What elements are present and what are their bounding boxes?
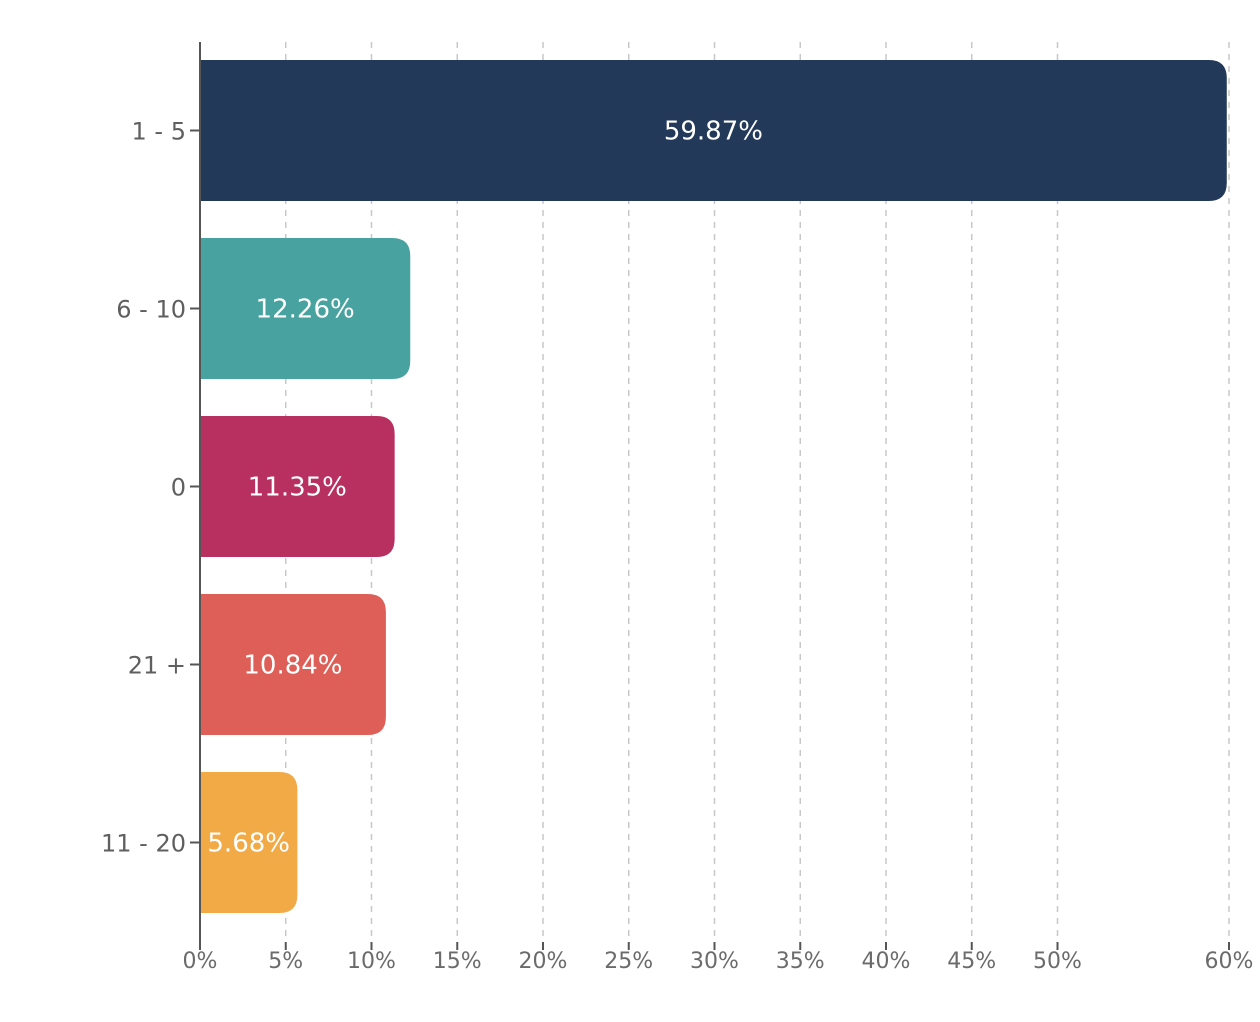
data-label-0: 59.87% <box>664 117 763 147</box>
data-label-2: 11.35% <box>248 473 347 503</box>
x-tick-label-35: 35% <box>776 949 825 974</box>
category-label-1: 6 - 10 <box>116 296 186 324</box>
data-label-4: 5.68% <box>207 829 290 859</box>
category-label-0: 1 - 5 <box>132 118 186 146</box>
x-tick-label-60: 60% <box>1205 949 1254 974</box>
x-tick-label-40: 40% <box>862 949 911 974</box>
category-label-2: 0 <box>171 474 186 502</box>
bar-0 <box>200 60 1227 201</box>
x-tick-label-5: 5% <box>268 949 303 974</box>
data-label-3: 10.84% <box>243 651 342 681</box>
x-tick-label-45: 45% <box>947 949 996 974</box>
bar-2 <box>200 416 395 557</box>
x-tick-label-15: 15% <box>433 949 482 974</box>
x-tick-label-0: 0% <box>183 949 218 974</box>
bars: 59.87% 12.26% 11.35% 10.84% 5.68% <box>200 60 1227 913</box>
category-label-4: 11 - 20 <box>101 830 186 858</box>
x-tick-label-25: 25% <box>604 949 653 974</box>
axes: 1 - 5 6 - 10 0 21 + 11 - 20 0% 5% 10% 15% 20% 25% 3… <box>101 42 1253 974</box>
x-tick-label-50: 50% <box>1033 949 1082 974</box>
bar-3 <box>200 594 386 735</box>
x-tick-label-30: 30% <box>690 949 739 974</box>
data-label-1: 12.26% <box>256 295 355 325</box>
x-tick-label-20: 20% <box>519 949 568 974</box>
x-tick-label-10: 10% <box>347 949 396 974</box>
bar-4 <box>200 772 298 913</box>
bar-1 <box>200 238 411 379</box>
category-label-3: 21 + <box>128 652 186 680</box>
